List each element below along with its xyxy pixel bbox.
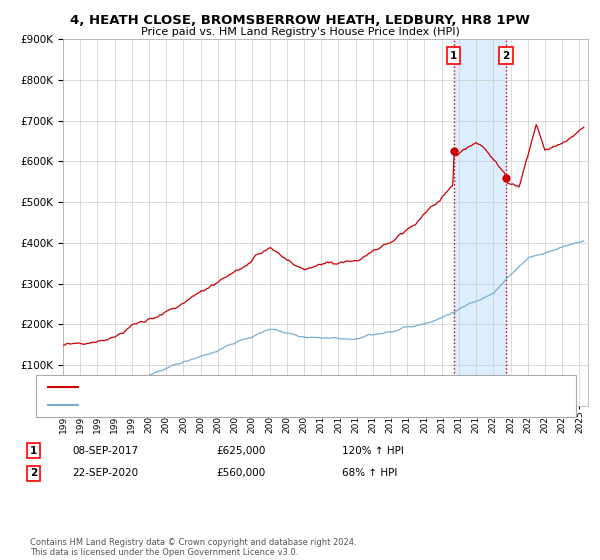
Text: 4, HEATH CLOSE, BROMSBERROW HEATH, LEDBURY, HR8 1PW: 4, HEATH CLOSE, BROMSBERROW HEATH, LEDBU… — [70, 14, 530, 27]
Text: £560,000: £560,000 — [216, 468, 265, 478]
Text: Contains HM Land Registry data © Crown copyright and database right 2024.
This d: Contains HM Land Registry data © Crown c… — [30, 538, 356, 557]
Bar — [454, 39, 506, 406]
Text: HPI: Average price, detached house, Forest of Dean: HPI: Average price, detached house, Fore… — [84, 401, 329, 410]
Text: 2: 2 — [502, 50, 509, 60]
Text: 68% ↑ HPI: 68% ↑ HPI — [342, 468, 397, 478]
Text: 08-SEP-2017: 08-SEP-2017 — [72, 446, 138, 456]
Text: 4, HEATH CLOSE, BROMSBERROW HEATH, LEDBURY, HR8 1PW (detached house): 4, HEATH CLOSE, BROMSBERROW HEATH, LEDBU… — [84, 382, 464, 391]
Text: 2: 2 — [30, 468, 37, 478]
Text: Price paid vs. HM Land Registry's House Price Index (HPI): Price paid vs. HM Land Registry's House … — [140, 27, 460, 37]
Text: £625,000: £625,000 — [216, 446, 265, 456]
Text: 120% ↑ HPI: 120% ↑ HPI — [342, 446, 404, 456]
Text: 1: 1 — [450, 50, 457, 60]
Text: 1: 1 — [30, 446, 37, 456]
Text: 22-SEP-2020: 22-SEP-2020 — [72, 468, 138, 478]
